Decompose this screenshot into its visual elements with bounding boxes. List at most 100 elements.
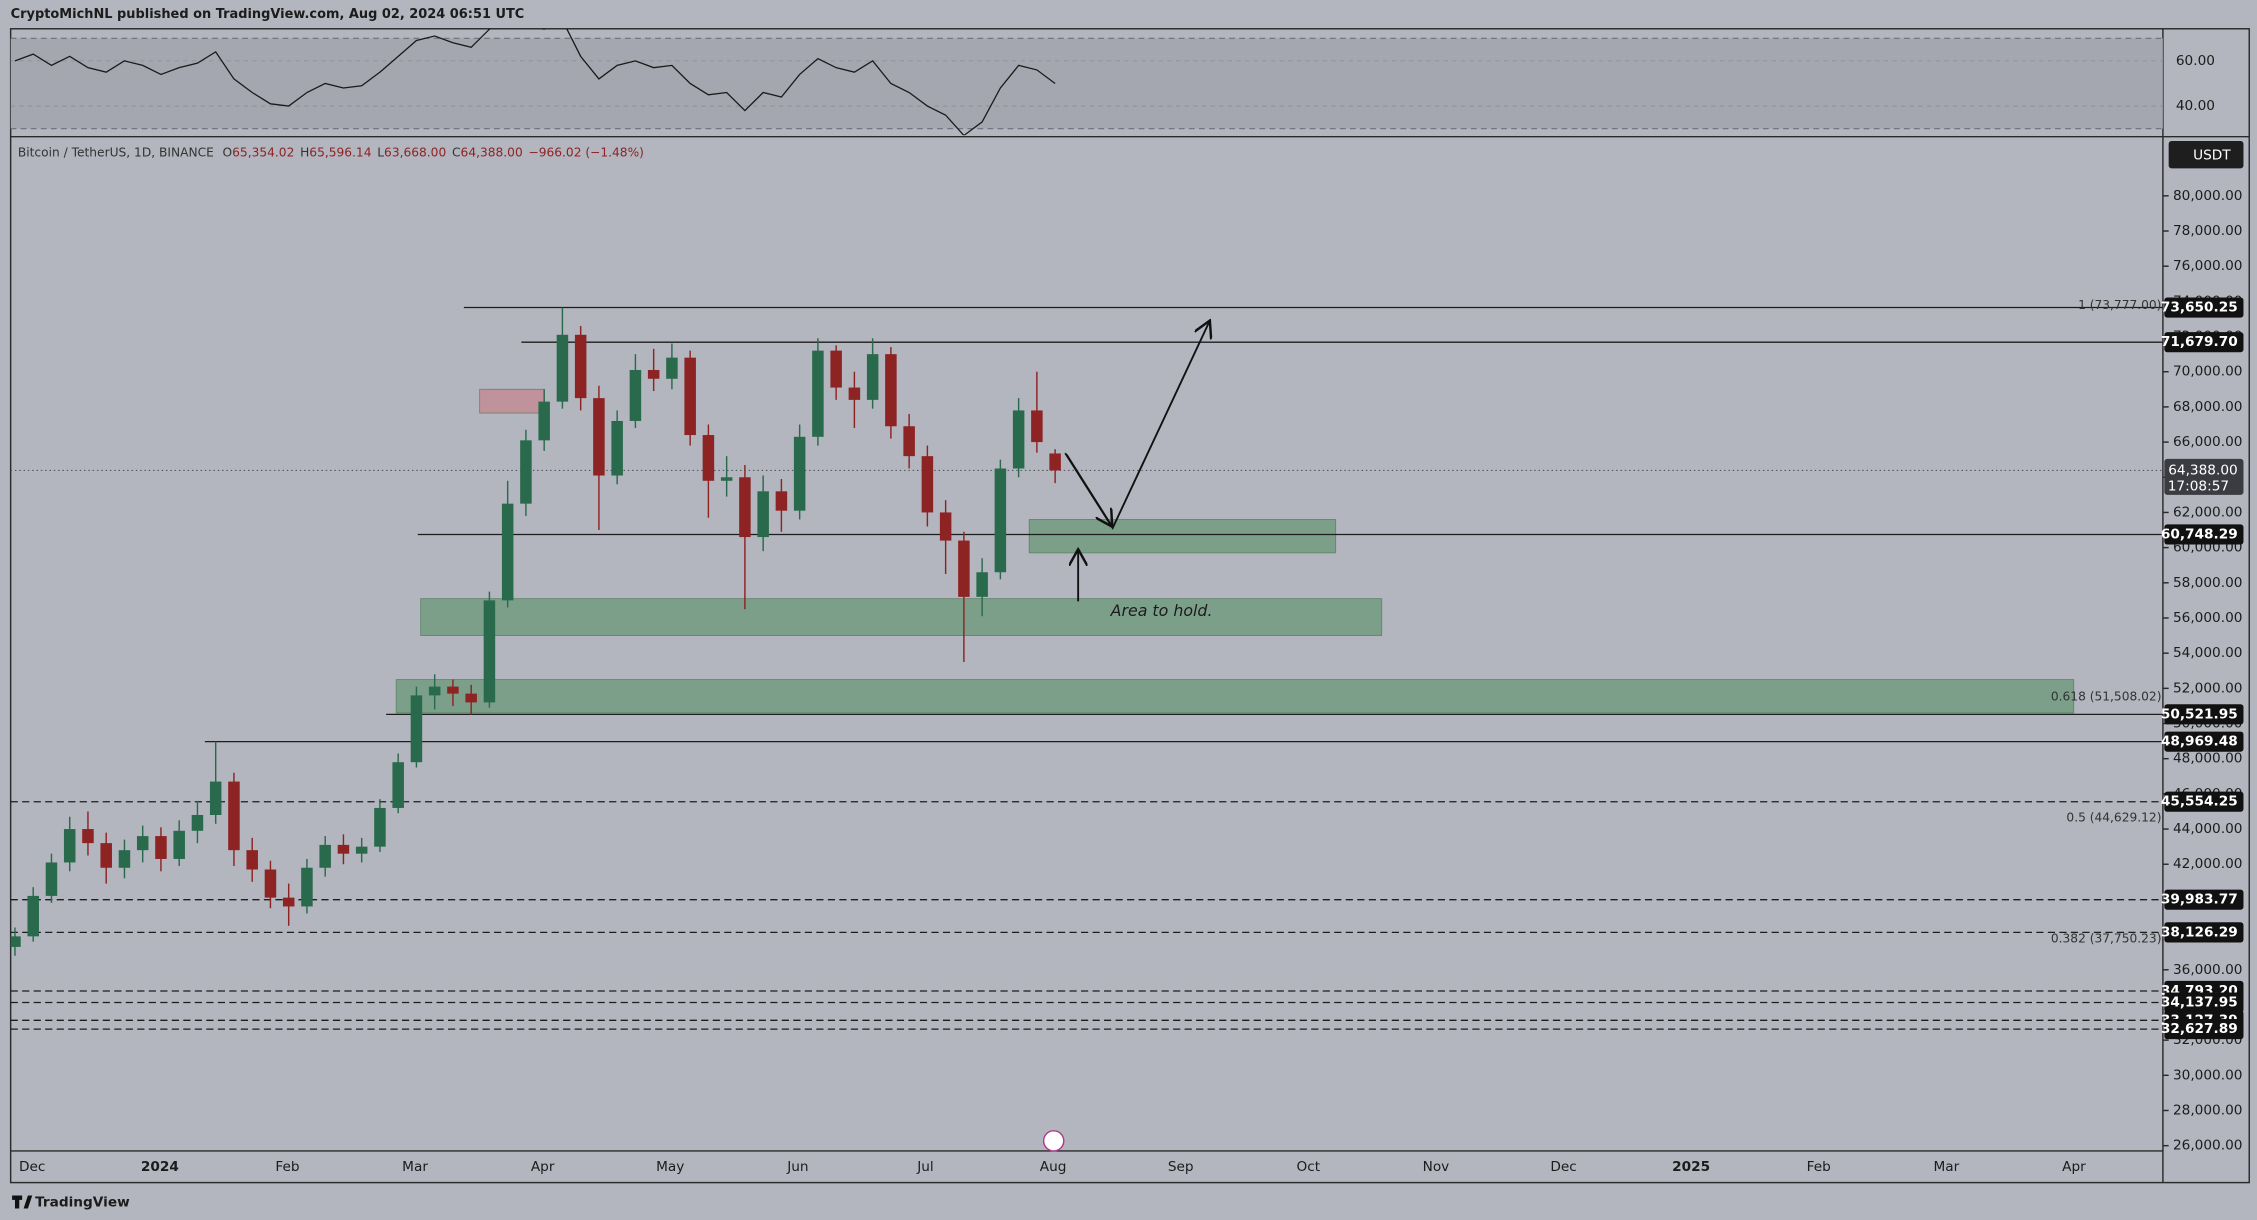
candle-body [63,829,76,863]
candle-body [1012,410,1025,469]
candle-body [246,850,258,870]
x-tick-label: Jun [786,1159,808,1175]
candle-body [209,781,222,815]
zone [1028,519,1337,554]
level-label: 71,679.70 [2161,334,2238,350]
x-tick-label: May [656,1159,684,1175]
ohlc-value: 65,354.02 [232,145,294,159]
candle-body [264,869,277,898]
level-label-box [2164,922,2244,943]
y-tick-label: 78,000.00 [2173,223,2243,239]
rsi-band [10,38,2163,129]
candle-body [793,436,806,511]
candle-body [465,693,477,703]
candle-body [100,843,112,868]
rsi-tick-label: 60.00 [2176,53,2215,69]
candle-body [994,468,1007,573]
candle-body [939,512,952,541]
pullback-arrow [1065,454,1112,525]
y-tick-label: 28,000.00 [2173,1102,2243,1118]
x-tick-label: Aug [1040,1159,1067,1175]
x-tick-label: Sep [1168,1159,1194,1175]
candle-body [392,762,404,808]
ohlc-key: O [223,145,233,159]
y-tick-label: 62,000.00 [2173,504,2243,520]
candle-body [428,686,441,696]
candle-body [611,420,623,476]
ohlc-key: L [377,145,384,159]
x-tick-label: Oct [1297,1159,1321,1175]
y-tick-label: 42,000.00 [2173,856,2243,872]
y-tick-label: 76,000.00 [2173,258,2243,274]
footer-logo [12,1195,33,1209]
candle-body [319,844,331,868]
candle-body [136,836,149,851]
level-label: 45,554.25 [2161,794,2238,810]
candle-body [538,401,550,441]
candle-body [1031,410,1043,443]
fib-label: 0.382 (37,750.23) [2051,931,2162,945]
symbol: Bitcoin / TetherUS, 1D, BINANCE [18,145,214,159]
y-tick-label: 70,000.00 [2173,364,2243,380]
zone [420,598,1383,637]
candle-body [903,426,915,457]
y-tick-label: 30,000.00 [2173,1067,2243,1083]
candle-body [355,846,368,854]
candle-body [173,830,185,859]
ohlc-value: 63,668.00 [384,145,446,159]
candle-body [45,862,58,896]
candle-body [520,440,532,504]
candle-body [374,807,386,847]
level-label-box [2164,992,2244,1013]
level-label: 60,748.29 [2161,526,2238,542]
y-tick-label: 68,000.00 [2173,399,2243,415]
event-marker[interactable] [1042,1130,1065,1152]
candle-body [629,369,642,421]
level-label-box [2164,889,2244,910]
rsi-line [14,28,1056,136]
zone [395,679,2075,714]
level-label: 73,650.25 [2161,300,2238,316]
candle-body [830,350,842,388]
candle-body [483,600,496,703]
level-label: 50,521.95 [2161,706,2238,722]
currency[interactable]: USDT [2193,147,2231,163]
candle-body [82,829,94,844]
y-tick-label: 58,000.00 [2173,575,2243,591]
publish-title: CryptoMichNL published on TradingView.co… [11,7,525,22]
current-price-label: 64,388.00 [2168,462,2238,478]
candle-body [556,334,569,402]
fib-label: 0.618 (51,508.02) [2051,689,2162,703]
level-label: 38,126.29 [2161,924,2238,940]
candle-body [666,357,678,379]
candle-body [1049,453,1061,471]
rsi-pane [10,28,2163,136]
y-tick-label: 48,000.00 [2173,751,2243,767]
ohlc-value: 64,388.00 [461,145,523,159]
candle-body [282,897,295,907]
candle-body [191,814,204,831]
symbol-legend: Bitcoin / TetherUS, 1D, BINANCE O65,354.0… [18,145,644,159]
change: −966.02 (−1.48%) [528,145,643,159]
currency-button[interactable] [2168,140,2244,169]
candle-body [155,836,167,859]
level-label-box [2164,332,2244,353]
x-tick-label: Feb [275,1159,299,1175]
y-tick-label: 44,000.00 [2173,821,2243,837]
candle-body [27,895,39,937]
x-tick-label: Feb [1807,1159,1831,1175]
ohlc-key: C [452,145,461,159]
candle-body [775,491,788,511]
main-pane: 1 (73,777.00) 0.618 (51,508.02) 0.5 (44,62… [10,298,2163,1030]
annotation: Area to hold. [1110,601,1213,620]
candle-body [739,477,751,538]
candle-body [976,572,988,597]
candle-body [684,357,696,436]
candle-body [647,369,660,379]
y-tick-label: 66,000.00 [2173,434,2243,450]
current-price-box [2164,458,2244,495]
candle-body [702,435,715,481]
x-tick-label: Apr [531,1159,555,1175]
